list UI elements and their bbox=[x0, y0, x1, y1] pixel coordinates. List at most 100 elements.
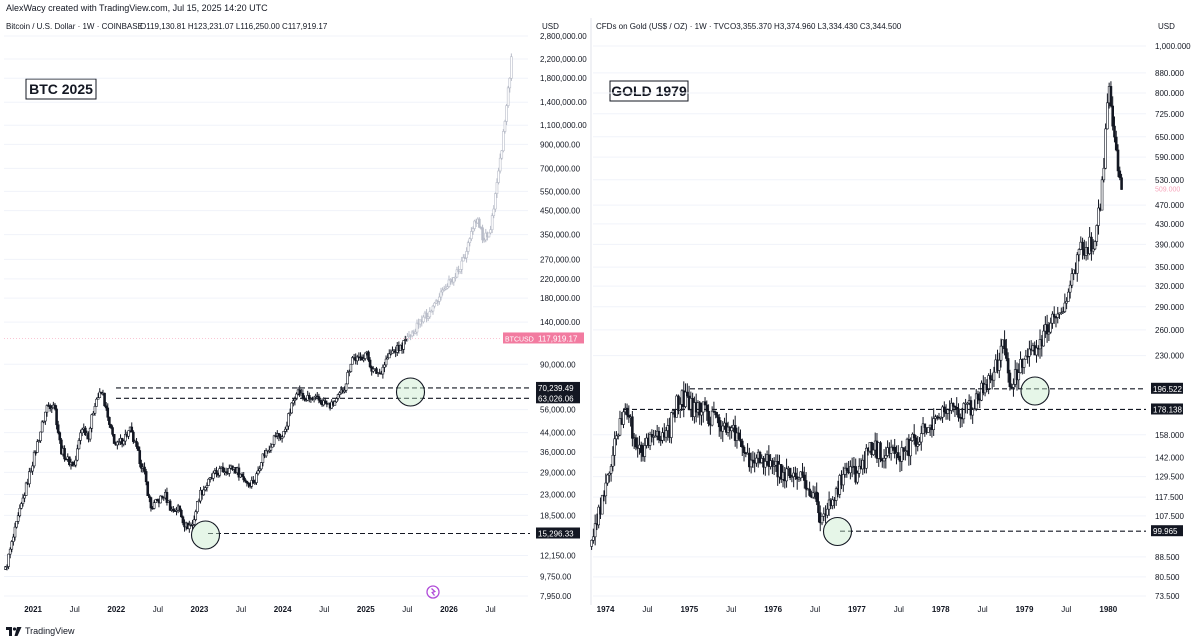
candle bbox=[430, 310, 433, 313]
candle bbox=[117, 441, 121, 443]
candle bbox=[597, 506, 600, 526]
candle bbox=[758, 451, 762, 463]
candle bbox=[817, 501, 820, 514]
candle bbox=[402, 340, 405, 350]
candle bbox=[240, 473, 244, 477]
candle bbox=[447, 279, 451, 287]
candle bbox=[458, 269, 462, 272]
candle bbox=[168, 500, 172, 511]
candle bbox=[79, 432, 82, 441]
level-badge bbox=[1151, 382, 1183, 394]
candle bbox=[333, 401, 337, 406]
candle bbox=[422, 316, 425, 323]
candle bbox=[865, 447, 868, 469]
candle bbox=[143, 466, 146, 472]
candle bbox=[291, 400, 295, 404]
candle bbox=[438, 296, 441, 302]
candle bbox=[95, 398, 98, 407]
candle bbox=[148, 495, 151, 498]
y-tick-label: 1,400,000.00 bbox=[540, 98, 587, 107]
candle bbox=[80, 429, 84, 434]
candle bbox=[882, 457, 886, 462]
candle bbox=[5, 566, 9, 568]
candle bbox=[717, 417, 721, 428]
candle bbox=[284, 428, 287, 432]
candle bbox=[108, 416, 111, 425]
candle bbox=[207, 478, 210, 486]
y-tick-label: 90,000.00 bbox=[540, 360, 576, 369]
candle bbox=[923, 423, 927, 428]
y-tick-label: 7,950.00 bbox=[540, 592, 572, 601]
candle bbox=[346, 372, 349, 385]
candle bbox=[104, 405, 108, 409]
candle bbox=[643, 445, 647, 457]
candle bbox=[454, 276, 457, 279]
candle bbox=[889, 446, 893, 454]
level-label: 178.138 bbox=[1153, 405, 1182, 414]
candle bbox=[431, 305, 435, 312]
y-tick-label: 1,000.000 bbox=[1155, 42, 1191, 51]
candle bbox=[801, 471, 804, 476]
chart-header-credit: AlexWacy created with TradingView.com, J… bbox=[6, 3, 268, 13]
candle bbox=[508, 77, 512, 89]
candle bbox=[755, 457, 758, 464]
candle bbox=[452, 277, 456, 283]
candle bbox=[444, 287, 448, 290]
candle bbox=[7, 553, 10, 567]
candle bbox=[466, 242, 470, 252]
candle bbox=[428, 311, 432, 318]
spark-icon[interactable] bbox=[426, 585, 440, 599]
candle bbox=[698, 402, 702, 416]
candle bbox=[347, 371, 351, 373]
candle bbox=[130, 426, 134, 433]
candle bbox=[28, 471, 31, 485]
candle bbox=[76, 448, 79, 461]
candle bbox=[144, 471, 148, 483]
candle bbox=[323, 400, 327, 404]
candle bbox=[93, 406, 97, 414]
x-tick-label: Jul bbox=[977, 605, 987, 614]
candle bbox=[462, 257, 465, 262]
chart-canvas[interactable]: Bitcoin / U.S. Dollar · 1W · COINBASE O1… bbox=[0, 0, 1200, 622]
candle bbox=[893, 446, 896, 455]
candle bbox=[156, 499, 159, 501]
candle bbox=[606, 474, 609, 484]
candle bbox=[1028, 348, 1031, 357]
x-tick-label: 2025 bbox=[357, 605, 375, 614]
candle bbox=[90, 414, 94, 429]
level-badge bbox=[1151, 525, 1183, 537]
candle bbox=[721, 425, 725, 432]
candle bbox=[953, 405, 957, 408]
x-tick-label: Jul bbox=[894, 605, 904, 614]
candle bbox=[274, 435, 278, 438]
candle bbox=[106, 407, 110, 418]
candle bbox=[989, 375, 992, 380]
candle bbox=[785, 468, 788, 482]
candle bbox=[34, 451, 38, 454]
candle bbox=[730, 427, 733, 432]
candle bbox=[790, 476, 794, 478]
candle bbox=[815, 491, 819, 502]
candle bbox=[180, 509, 183, 518]
candle bbox=[622, 411, 625, 425]
x-tick-label: Jul bbox=[153, 605, 163, 614]
candle bbox=[1081, 241, 1084, 250]
candle bbox=[247, 482, 250, 485]
candle bbox=[181, 516, 185, 524]
candle bbox=[1070, 273, 1074, 286]
candle bbox=[918, 441, 921, 445]
y-tick-label: 88.500 bbox=[1155, 553, 1180, 562]
y-tick-label: 36,000.00 bbox=[540, 448, 576, 457]
candle bbox=[627, 414, 631, 418]
candle bbox=[410, 331, 414, 337]
x-tick-label: 2026 bbox=[440, 605, 458, 614]
y-tick-label: 9,750.00 bbox=[540, 573, 572, 582]
candle bbox=[1118, 170, 1122, 179]
y-tick-label: 430.000 bbox=[1155, 220, 1184, 229]
candle bbox=[700, 411, 703, 416]
candle bbox=[1077, 249, 1081, 256]
candle bbox=[191, 524, 194, 526]
candle bbox=[13, 526, 17, 538]
x-tick-label: Jul bbox=[726, 605, 736, 614]
gold-title: CFDs on Gold (US$ / OZ) · 1W · TVC bbox=[596, 22, 730, 31]
